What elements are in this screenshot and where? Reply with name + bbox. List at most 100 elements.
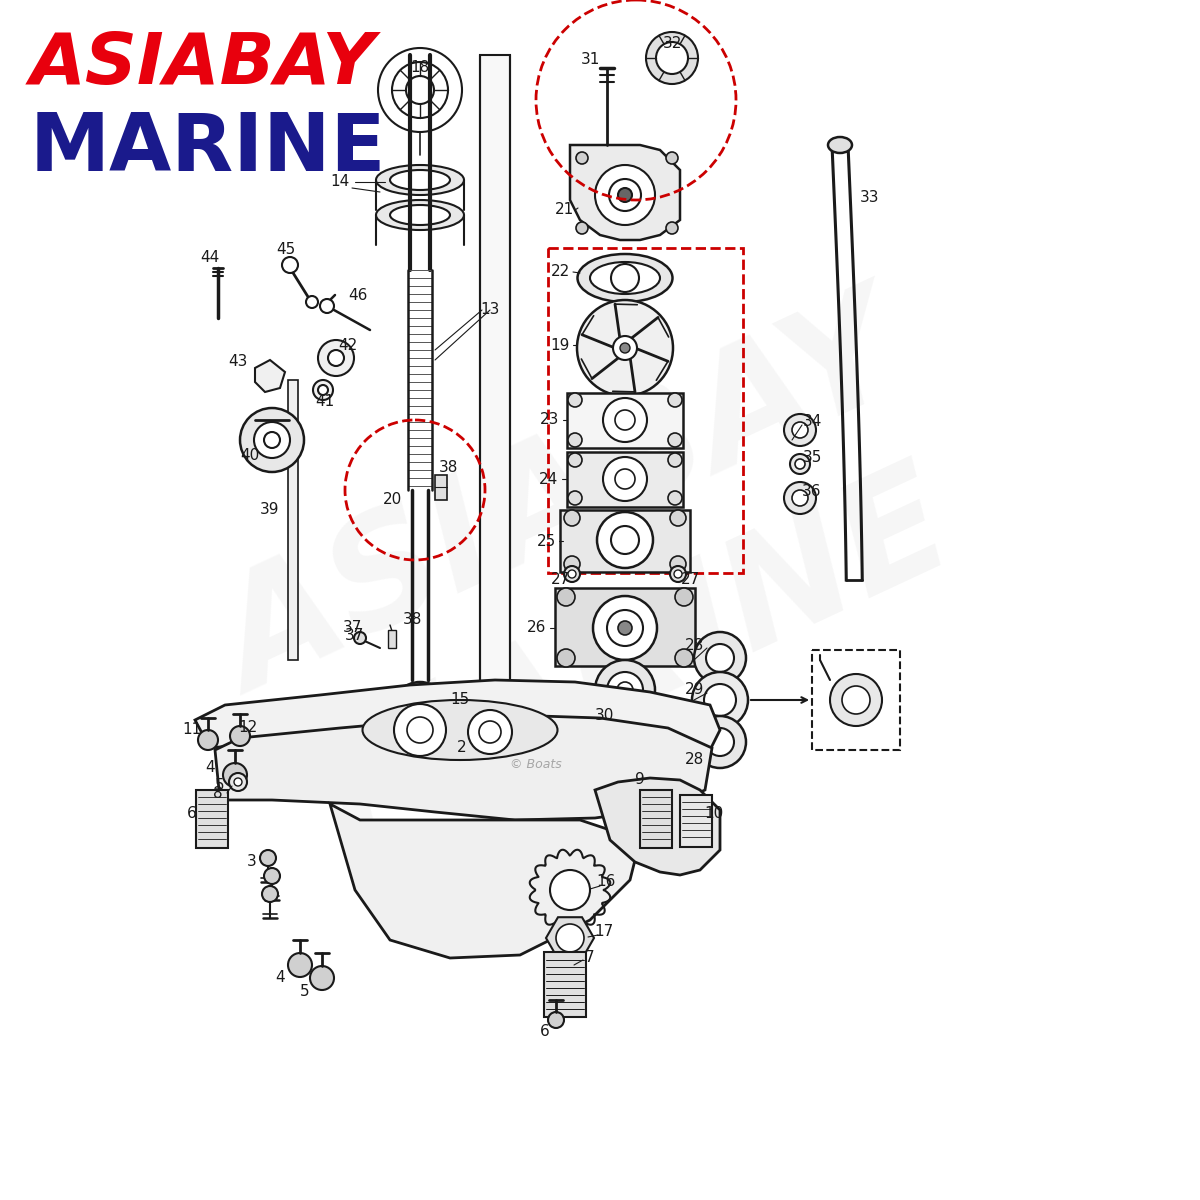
- Bar: [640, 790, 672, 848]
- Circle shape: [568, 491, 582, 505]
- Circle shape: [264, 868, 280, 884]
- Circle shape: [607, 672, 643, 708]
- Text: 46: 46: [348, 288, 367, 302]
- Circle shape: [668, 452, 682, 467]
- Text: 5: 5: [215, 778, 224, 792]
- Polygon shape: [194, 680, 720, 760]
- Circle shape: [394, 704, 446, 756]
- Text: ASIABAY: ASIABAY: [30, 30, 376, 98]
- Text: MARINE: MARINE: [30, 110, 386, 188]
- Circle shape: [706, 728, 734, 756]
- Ellipse shape: [376, 164, 464, 194]
- Text: 15: 15: [450, 692, 469, 708]
- Circle shape: [230, 726, 250, 746]
- Circle shape: [556, 924, 584, 952]
- Circle shape: [790, 454, 810, 474]
- Circle shape: [568, 433, 582, 446]
- Circle shape: [620, 343, 630, 353]
- Circle shape: [694, 632, 746, 684]
- Circle shape: [618, 622, 632, 635]
- Ellipse shape: [577, 254, 672, 302]
- Text: 41: 41: [316, 395, 335, 409]
- Text: 23: 23: [540, 413, 559, 427]
- Text: 4: 4: [275, 971, 284, 985]
- Circle shape: [613, 336, 637, 360]
- Ellipse shape: [590, 262, 660, 294]
- Circle shape: [318, 340, 354, 376]
- Circle shape: [468, 710, 512, 754]
- Ellipse shape: [828, 137, 852, 152]
- Circle shape: [406, 695, 436, 725]
- Text: 11: 11: [182, 722, 202, 738]
- Text: 5: 5: [300, 984, 310, 1000]
- Circle shape: [223, 763, 247, 787]
- Circle shape: [666, 152, 678, 164]
- Text: 12: 12: [239, 720, 258, 736]
- Text: 28: 28: [685, 752, 704, 768]
- Text: 13: 13: [480, 302, 499, 318]
- Circle shape: [595, 164, 655, 226]
- Polygon shape: [330, 804, 640, 958]
- Text: 8: 8: [214, 786, 223, 802]
- Circle shape: [796, 458, 805, 469]
- Text: 27: 27: [551, 572, 571, 588]
- Text: 19: 19: [551, 337, 570, 353]
- Circle shape: [328, 350, 344, 366]
- Circle shape: [229, 773, 247, 791]
- Circle shape: [354, 632, 366, 644]
- Circle shape: [792, 422, 808, 438]
- Text: 42: 42: [338, 337, 358, 353]
- Polygon shape: [256, 360, 286, 392]
- Bar: [288, 380, 298, 660]
- Circle shape: [670, 566, 686, 582]
- Text: 44: 44: [200, 251, 220, 265]
- Circle shape: [616, 410, 635, 430]
- Circle shape: [234, 778, 242, 786]
- Text: ASIABAY
MARINE: ASIABAY MARINE: [200, 280, 1000, 880]
- Text: 21: 21: [554, 203, 574, 217]
- Circle shape: [576, 222, 588, 234]
- Circle shape: [564, 556, 580, 572]
- Text: 20: 20: [383, 492, 402, 508]
- Text: 3: 3: [247, 854, 257, 870]
- Text: 18: 18: [410, 60, 430, 76]
- Circle shape: [604, 457, 647, 502]
- Circle shape: [260, 850, 276, 866]
- Circle shape: [564, 510, 580, 526]
- Circle shape: [617, 682, 634, 698]
- Bar: [548, 248, 743, 572]
- Bar: [436, 475, 446, 500]
- Text: 43: 43: [228, 354, 247, 370]
- Circle shape: [692, 672, 748, 728]
- Circle shape: [604, 398, 647, 442]
- Text: 25: 25: [536, 534, 556, 548]
- Text: 4: 4: [205, 761, 215, 775]
- Circle shape: [668, 491, 682, 505]
- Circle shape: [320, 299, 334, 313]
- Circle shape: [557, 588, 575, 606]
- Circle shape: [792, 490, 808, 506]
- Circle shape: [568, 452, 582, 467]
- Circle shape: [240, 408, 304, 472]
- Circle shape: [407, 716, 433, 743]
- Text: 33: 33: [860, 191, 880, 205]
- Circle shape: [656, 42, 688, 74]
- Circle shape: [408, 740, 432, 764]
- Text: 2: 2: [457, 740, 467, 756]
- Circle shape: [568, 570, 576, 578]
- Polygon shape: [215, 715, 712, 820]
- Circle shape: [670, 510, 686, 526]
- Circle shape: [564, 566, 580, 582]
- Text: 10: 10: [704, 806, 724, 822]
- Circle shape: [198, 730, 218, 750]
- Text: 28: 28: [685, 637, 704, 653]
- Circle shape: [668, 433, 682, 446]
- Text: 31: 31: [581, 53, 600, 67]
- Circle shape: [706, 644, 734, 672]
- Polygon shape: [595, 778, 720, 875]
- Circle shape: [607, 610, 643, 646]
- Bar: [568, 452, 683, 506]
- Circle shape: [282, 257, 298, 272]
- Circle shape: [842, 686, 870, 714]
- Text: 22: 22: [551, 264, 570, 280]
